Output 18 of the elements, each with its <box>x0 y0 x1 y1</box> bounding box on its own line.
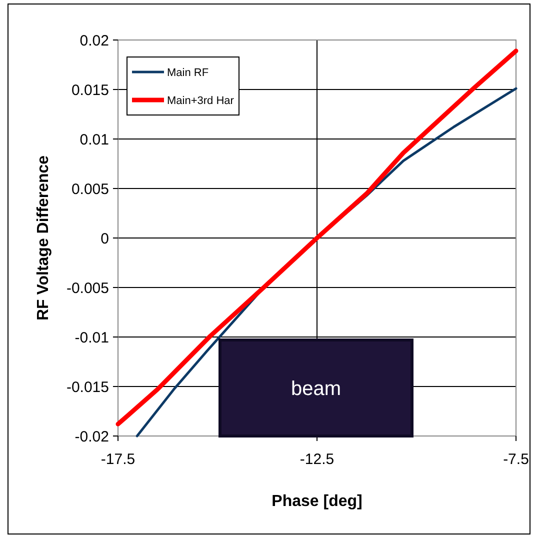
x-tick-label: -17.5 <box>100 451 136 468</box>
x-axis-title: Phase [deg] <box>272 493 362 510</box>
annotation: beam <box>290 378 342 400</box>
y-tick-label: 0 <box>100 230 109 248</box>
y-tick-label: 0.01 <box>80 131 109 148</box>
legend-label: Main RF <box>167 66 209 79</box>
y-tick-label: -0.005 <box>66 280 109 297</box>
x-tick-label: -7.5 <box>503 451 529 468</box>
legend-label: Main+3rd Har <box>167 94 234 107</box>
y-tick-label: 0.015 <box>71 82 109 99</box>
y-tick-label: 0.02 <box>80 32 109 50</box>
y-tick-label: 0.005 <box>71 180 109 198</box>
y-tick-label: -0.02 <box>74 428 109 446</box>
y-tick-label: -0.01 <box>74 329 109 346</box>
line-series <box>116 48 518 426</box>
x-tick-label: -12.5 <box>300 451 334 468</box>
y-axis-title: RF Voltage Difference <box>35 155 52 321</box>
y-tick-label: -0.015 <box>66 378 109 396</box>
